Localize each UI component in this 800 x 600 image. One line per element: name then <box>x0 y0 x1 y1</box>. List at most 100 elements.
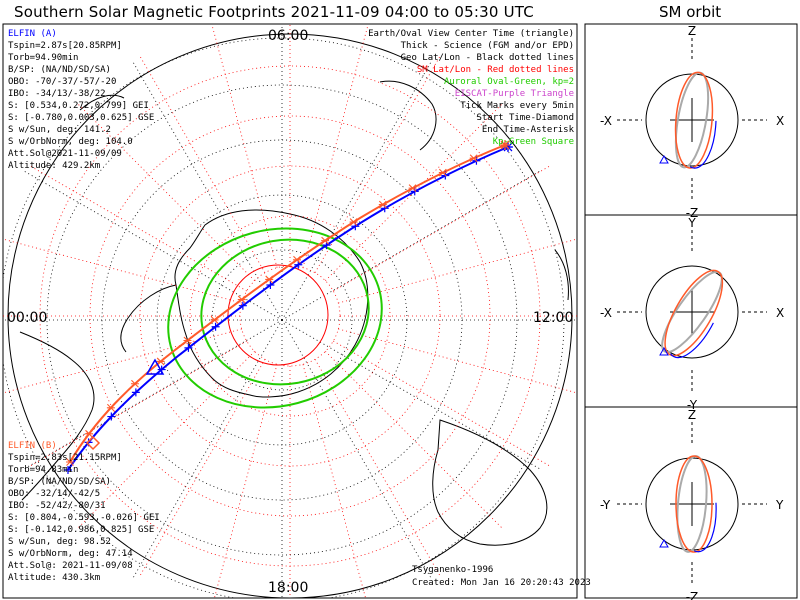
elfin-b-info-line: S w/Sun, deg: 98.52 <box>8 537 111 547</box>
track-tick <box>64 466 72 474</box>
elfin-a-info-line: IBO: -34/13/-38/22 <box>8 89 106 99</box>
track-tick <box>266 281 275 290</box>
orbit-panel: Z -Z -Y Y <box>600 408 784 600</box>
sm-lat-circle <box>139 165 441 467</box>
elfin-b-info-line: IBO: -52/42/-80/31 <box>8 501 106 511</box>
end-asterisk <box>500 140 510 150</box>
sm-lon-line <box>3 328 242 394</box>
elfin-b-name: ELFIN (B) <box>8 441 57 451</box>
track-tick <box>265 275 274 284</box>
orbit-panel: Y -Y -X X <box>600 216 784 412</box>
orbit-panels: Z -Z -X X Y -Y -X X Z -Z -Y Y <box>600 24 784 600</box>
elfin-b-info-line: B/SP: (NA/ND/SD/SA) <box>8 477 111 487</box>
orbit-axis-label-left: -Y <box>600 498 611 512</box>
track-tick <box>321 236 330 245</box>
track-tick <box>410 187 419 196</box>
elfin-b-start-diamond <box>85 435 101 451</box>
geo-lon-line <box>21 319 283 471</box>
track-tick <box>85 429 94 438</box>
elfin-b-info-line: Att.Sol@: 2021-11-09/08 <box>8 561 133 571</box>
elfin-a-info-line: Tspin=2.87s[20.85RPM] <box>8 41 122 51</box>
elfin-a-info-line: OBO: -70/-37/-57/-20 <box>8 77 116 87</box>
legend-item: Kp-Green Square <box>493 137 574 147</box>
africa-coast <box>379 80 437 151</box>
orbit-elfin-a <box>666 269 725 359</box>
track-tick <box>211 322 220 331</box>
track-tick <box>438 168 447 177</box>
elfin-a-info-line: Torb=94.90min <box>8 53 78 63</box>
orbit-elfin-b <box>664 269 724 357</box>
coastlines <box>19 80 569 546</box>
elfin-a-info-line: S w/Sun, deg: 141.2 <box>8 125 111 135</box>
sm-lon-line <box>29 165 247 292</box>
elfin-a-info-line: S: [-0.780,0.003,0.625] GSE <box>8 113 154 123</box>
antarctic-peninsula <box>120 284 177 353</box>
sm-lon-line <box>338 328 577 394</box>
sm-lon-line <box>211 26 278 268</box>
earth-circle <box>645 265 739 359</box>
elfin-a-info-line: B/SP: (NA/ND/SD/SA) <box>8 65 111 75</box>
mlt-label-bottom: 18:00 <box>268 580 308 596</box>
mlt-label-top: 06:00 <box>268 28 308 44</box>
sm-lon-line <box>29 340 247 467</box>
sm-lon-line <box>3 238 242 304</box>
orbit-triangle <box>659 346 669 356</box>
track-tick <box>107 412 116 421</box>
sm-lon-line <box>77 103 255 281</box>
auroral-oval-inner <box>200 238 370 386</box>
elfin-a-view-triangle <box>145 358 165 375</box>
orbit-axis-label-right: X <box>776 306 784 320</box>
antarctica-coast <box>174 209 369 398</box>
sm-lat-circle <box>89 115 491 517</box>
track-tick <box>66 458 74 466</box>
track-tick <box>408 184 417 193</box>
elfin-a-ticks <box>64 142 513 474</box>
elfin-b-info-line: Torb=94.83min <box>8 465 78 475</box>
legend-item: Auroral Oval-Green, kp=2 <box>444 77 574 87</box>
mlt-label-right: 12:00 <box>533 310 573 326</box>
legend-item: Earth/Oval View Center Time (triangle) <box>368 29 574 39</box>
orbit-title: SM orbit <box>659 3 722 21</box>
legend-item: End Time-Asterisk <box>482 125 575 135</box>
track-tick <box>131 388 140 397</box>
sm-lat-circle <box>189 215 391 417</box>
elfin-a-info: ELFIN (A) Tspin=2.87s[20.85RPM] Torb=94.9… <box>8 29 154 171</box>
elfin-a-info-line: Altitude: 429.2km <box>8 161 100 171</box>
elfin-b-info-line: Altitude: 430.3km <box>8 573 100 583</box>
legend-item: EISCAT-Purple Triangle <box>455 89 574 99</box>
sm-lon-line <box>338 238 577 304</box>
sm-lon-line <box>139 359 266 577</box>
new-zealand-coast <box>554 249 569 301</box>
track-tick <box>292 255 301 264</box>
orbit-axis-label-left: -X <box>600 114 612 128</box>
geo-lon-line <box>131 319 283 581</box>
elfin-b-info-line: Tspin=2.83s[21.15RPM] <box>8 453 122 463</box>
elfin-b-info: ELFIN (B) Tspin=2.83s[21.15RPM] Torb=94.8… <box>8 441 160 583</box>
track-tick <box>184 343 193 352</box>
elfin-b-info-line: S w/OrbNorm, deg: 47.14 <box>8 549 133 559</box>
sm-lon-line <box>302 26 369 268</box>
orbit-axis-label-bottom: -Z <box>686 206 699 220</box>
credit-created: Created: Mon Jan 16 20:20:43 2023 <box>412 578 591 588</box>
chart-title: Southern Solar Magnetic Footprints 2021-… <box>14 3 534 21</box>
elfin-b-track <box>69 144 506 463</box>
elfin-b-info-line: S: [-0.142,0.986,0.825] GSE <box>8 525 154 535</box>
australia-coast <box>432 419 548 546</box>
geo-lon-line <box>131 59 283 321</box>
elfin-b-ticks <box>66 140 510 466</box>
orbit-axis-label-top: Z <box>688 408 696 422</box>
orbit-elfin-b <box>674 71 714 169</box>
legend-item: Start Time-Diamond <box>476 113 574 123</box>
track-tick <box>237 295 246 304</box>
legend-item: Thick - Science (FGM and/or EPD) <box>401 41 574 51</box>
orbit-axis-label-right: Y <box>775 498 784 512</box>
elfin-a-name: ELFIN (A) <box>8 29 57 39</box>
geo-lat-circle <box>3 37 565 598</box>
orbit-axis-label-bottom: -Y <box>687 398 698 412</box>
sm-lon-line <box>333 165 551 292</box>
sm-grid <box>3 24 577 598</box>
sm-lon-line <box>325 351 503 529</box>
track-tick <box>349 218 358 226</box>
orbit-axis-label-top: Y <box>687 216 696 230</box>
